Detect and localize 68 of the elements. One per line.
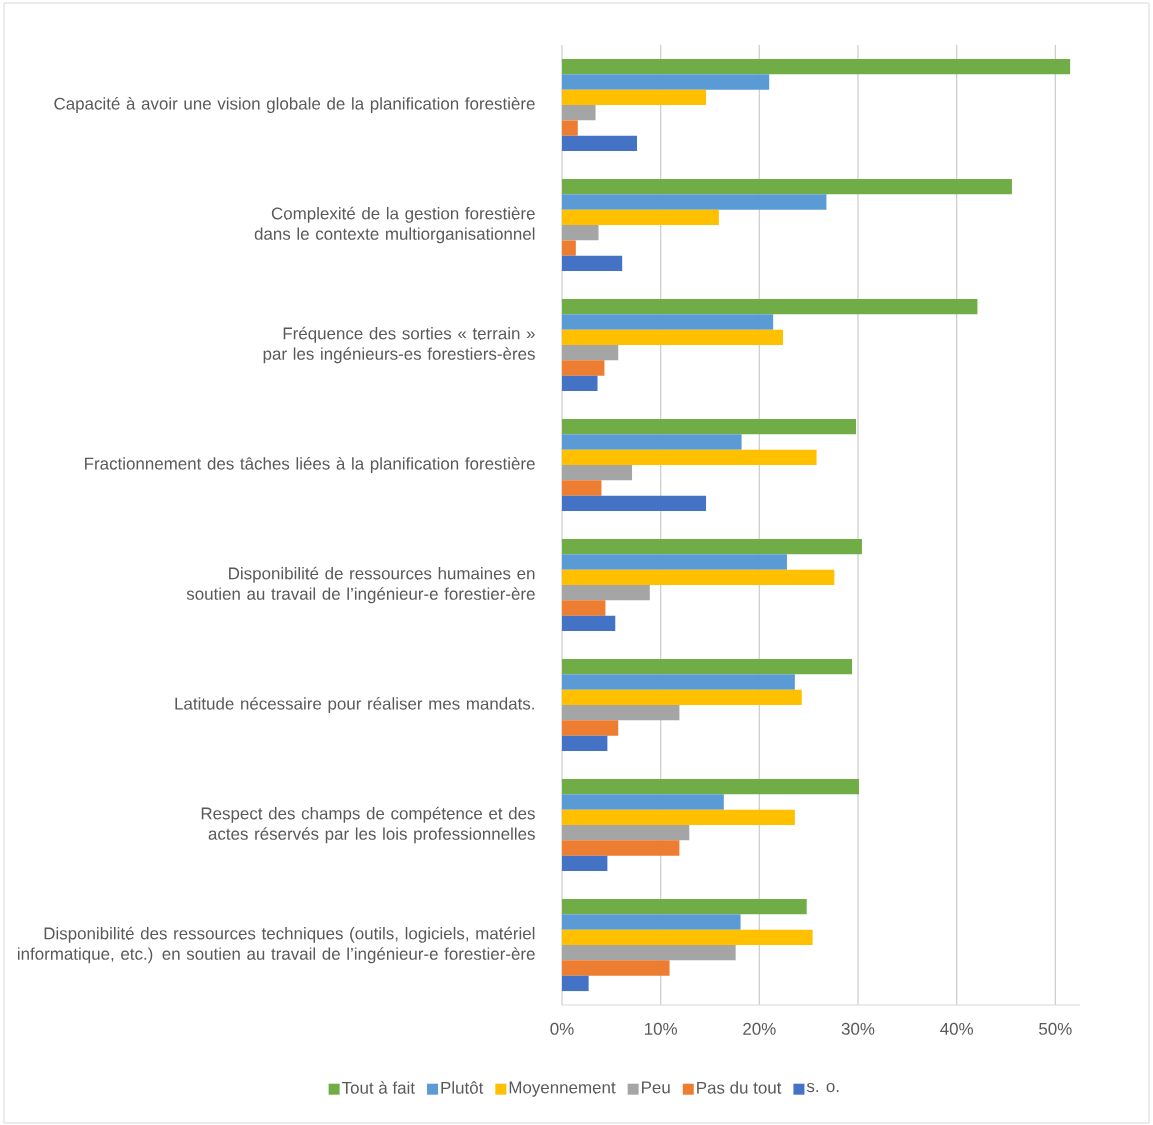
bar xyxy=(562,658,853,675)
bar xyxy=(562,840,680,856)
bar xyxy=(562,194,827,210)
bar xyxy=(562,585,650,601)
bar xyxy=(562,120,578,136)
bar xyxy=(562,945,736,961)
bar xyxy=(562,735,608,752)
bar xyxy=(562,240,576,256)
bar xyxy=(562,480,602,496)
y-tick-label: Respect des champs de compétence et des actes réservés par les lois professionnelles xyxy=(201,806,535,844)
bar xyxy=(562,74,770,90)
bar xyxy=(562,255,623,272)
bar xyxy=(562,778,859,795)
bar xyxy=(562,975,589,992)
y-tick-label: Latitude nécessaire pour réaliser mes mandats. xyxy=(175,697,534,713)
bar xyxy=(562,58,1071,75)
x-tick-label: 0% xyxy=(550,1022,574,1035)
bar xyxy=(562,345,619,361)
legend-label: Peu xyxy=(642,1081,670,1094)
bar xyxy=(562,105,596,121)
bar xyxy=(562,89,707,105)
x-tick-label: 50% xyxy=(1039,1022,1072,1035)
bar xyxy=(562,600,606,616)
bar xyxy=(562,465,633,481)
legend-label: Tout à fait xyxy=(341,1081,415,1094)
bar xyxy=(562,705,680,721)
y-tick-label: Capacité à avoir une vision globale de la planification forestière xyxy=(54,97,535,113)
x-tick-label: 40% xyxy=(940,1022,974,1035)
bar xyxy=(562,689,802,706)
bar xyxy=(562,434,742,450)
bar xyxy=(562,225,599,241)
legend-label: Pas du tout xyxy=(697,1081,782,1094)
y-tick-label: Disponibilité des ressources techniques (outils, logiciels, matériel informatique, etc.) en soutien au travail de l’ingénieur-e forestier-ère xyxy=(17,926,535,964)
bar xyxy=(562,825,690,841)
bar xyxy=(562,615,616,632)
bar xyxy=(562,209,719,225)
bar xyxy=(562,855,608,872)
bar xyxy=(562,914,741,930)
bar xyxy=(562,329,784,345)
y-tick-label: Disponibilité de ressources humaines en soutien au travail de l’ingénieur-e forestier-ère xyxy=(186,566,535,604)
y-tick-label: Complexité de la gestion forestière dans le contexte multiorganisationnel xyxy=(254,206,535,244)
x-tick-label: 10% xyxy=(645,1022,678,1035)
y-tick-label: Fractionnement des tâches liées à la planification forestière xyxy=(85,457,535,473)
x-tick-label: 30% xyxy=(841,1022,875,1035)
legend-label: Moyennement xyxy=(509,1081,616,1097)
bar xyxy=(562,898,807,915)
bar xyxy=(562,554,787,570)
bar xyxy=(562,178,1012,195)
bar xyxy=(562,674,795,690)
bar xyxy=(562,929,813,946)
bar xyxy=(562,720,619,736)
bar xyxy=(562,360,605,376)
bar xyxy=(562,538,862,555)
bar xyxy=(562,135,637,152)
bar xyxy=(562,960,670,976)
bar xyxy=(562,418,857,435)
bar xyxy=(562,809,795,826)
y-tick-label: Fréquence des sorties « terrain » par les ingénieurs-es forestiers-ères xyxy=(263,326,535,364)
bar xyxy=(562,569,835,586)
bar xyxy=(562,375,598,392)
legend-label: Plutôt xyxy=(441,1081,484,1094)
x-tick-label: 20% xyxy=(743,1022,776,1035)
bar xyxy=(562,314,774,330)
legend-label: s. o. xyxy=(806,1082,839,1093)
bar xyxy=(562,495,707,512)
bar xyxy=(562,449,817,465)
bar xyxy=(562,794,724,810)
bar xyxy=(562,298,978,315)
